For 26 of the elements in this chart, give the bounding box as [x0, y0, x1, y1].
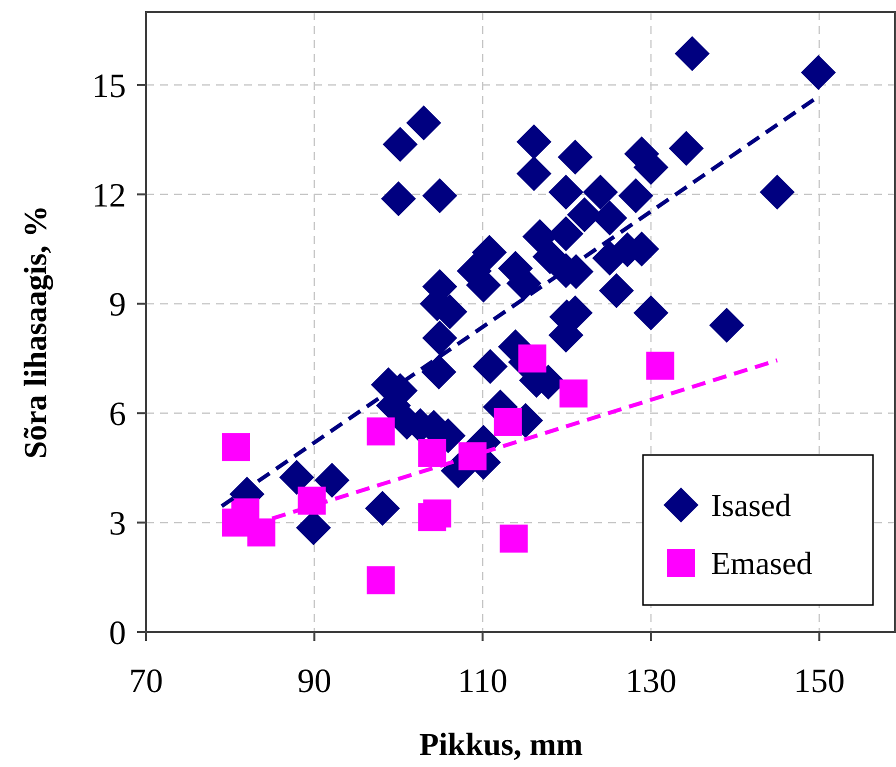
y-tick-label: 0: [109, 614, 126, 652]
y-tick-label: 15: [92, 68, 126, 105]
x-tick-label: 130: [625, 663, 676, 700]
point: [494, 408, 522, 436]
y-tick-label: 3: [109, 505, 126, 542]
x-tick-label: 150: [794, 663, 845, 700]
point: [366, 566, 395, 594]
point: [458, 442, 487, 470]
point: [500, 524, 528, 553]
y-tick-label: 9: [109, 286, 126, 324]
point: [222, 433, 250, 462]
point: [646, 352, 674, 380]
y-tick-label: 12: [92, 177, 126, 214]
x-tick-label: 70: [129, 663, 163, 700]
legend-label: Emased: [711, 545, 812, 582]
point: [560, 379, 588, 408]
y-axis-title: Sõra lihasaagis, %: [17, 205, 54, 459]
y-tick-label: 6: [109, 396, 126, 434]
x-tick-label: 90: [297, 663, 332, 700]
point: [518, 344, 546, 372]
point: [366, 417, 395, 446]
legend-label: Isased: [711, 487, 791, 524]
point: [418, 438, 446, 467]
x-tick-label: 110: [458, 663, 508, 700]
x-axis-title: Pikkus, mm: [419, 726, 584, 762]
point: [247, 518, 276, 546]
